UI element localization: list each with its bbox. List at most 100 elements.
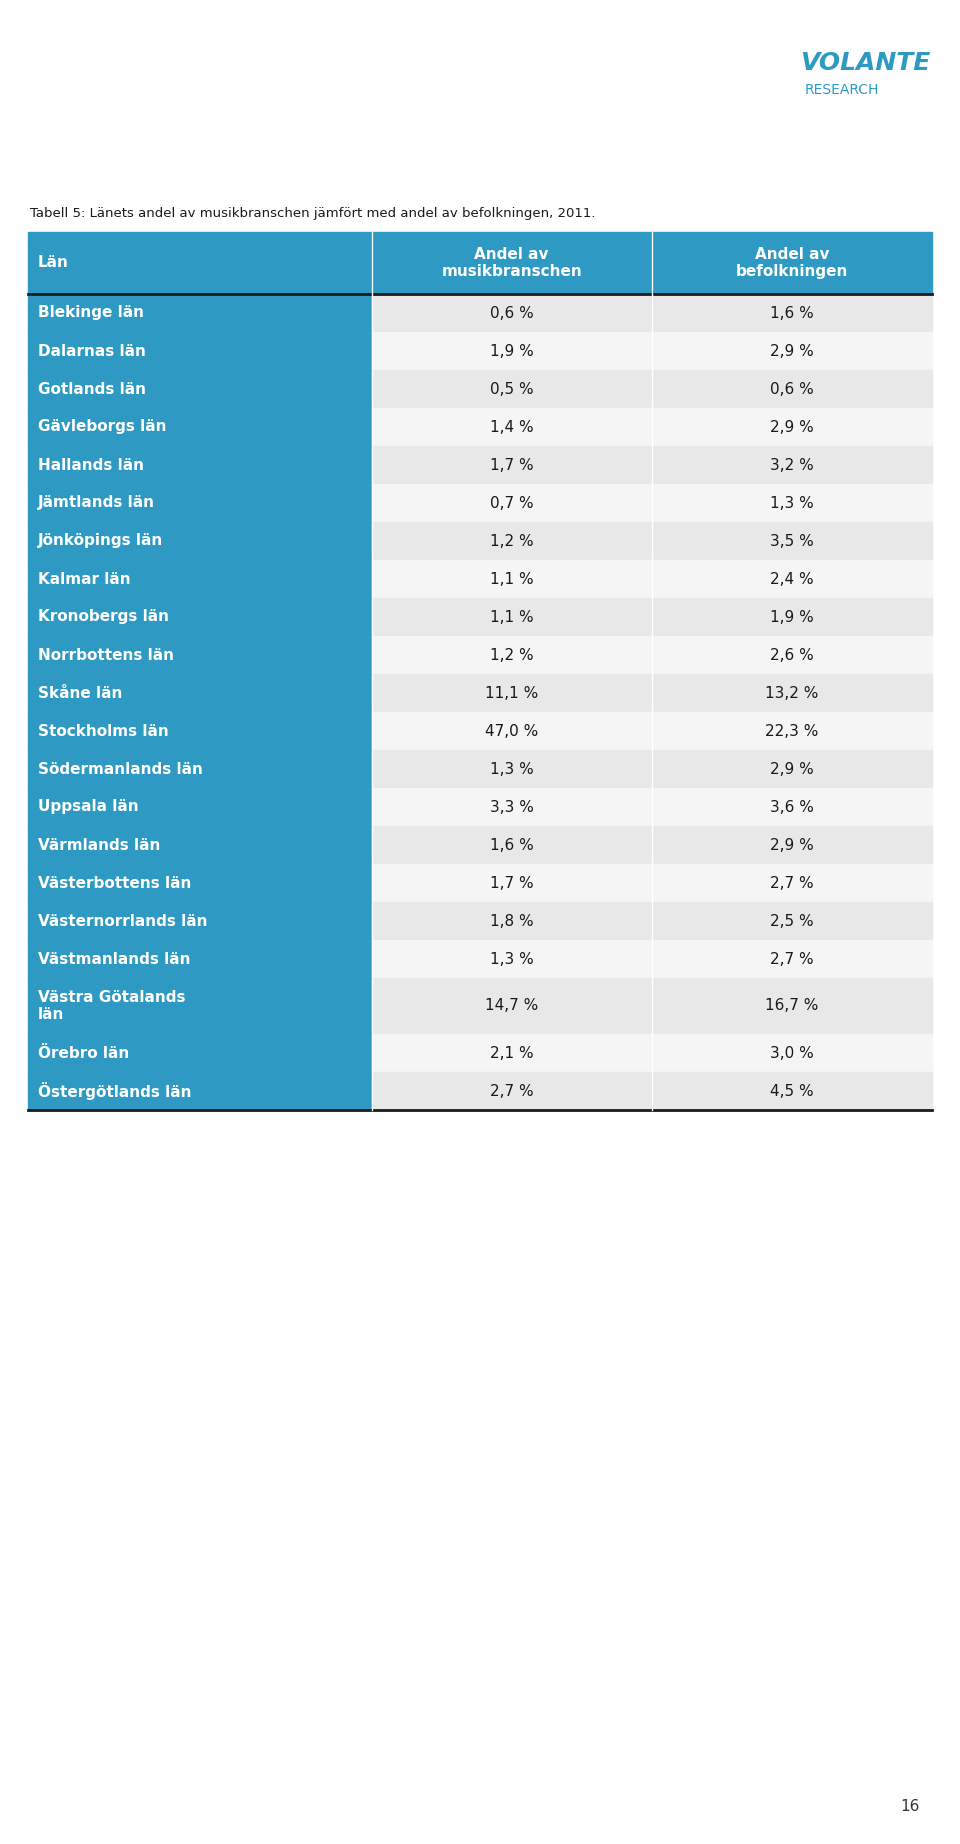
Text: Värmlands län: Värmlands län bbox=[38, 837, 160, 852]
Text: 2,5 %: 2,5 % bbox=[770, 913, 814, 929]
Bar bbox=[28, 371, 372, 408]
Text: Västmanlands län: Västmanlands län bbox=[38, 952, 190, 966]
Text: 1,2 %: 1,2 % bbox=[490, 647, 534, 662]
Text: 16,7 %: 16,7 % bbox=[765, 998, 819, 1014]
Bar bbox=[372, 940, 652, 977]
Text: 1,3 %: 1,3 % bbox=[770, 496, 814, 511]
Bar bbox=[28, 636, 372, 675]
Text: 1,4 %: 1,4 % bbox=[490, 419, 534, 435]
Text: 1,3 %: 1,3 % bbox=[490, 762, 534, 776]
Bar bbox=[372, 446, 652, 483]
Bar bbox=[28, 751, 372, 787]
Text: 3,6 %: 3,6 % bbox=[770, 800, 814, 815]
Text: Östergötlands län: Östergötlands län bbox=[38, 1082, 191, 1101]
Bar bbox=[372, 371, 652, 408]
Bar bbox=[652, 787, 932, 826]
Text: Kronobergs län: Kronobergs län bbox=[38, 610, 169, 625]
Text: 3,3 %: 3,3 % bbox=[490, 800, 534, 815]
Text: 2,6 %: 2,6 % bbox=[770, 647, 814, 662]
Text: 2,4 %: 2,4 % bbox=[770, 572, 814, 586]
Bar bbox=[28, 787, 372, 826]
Bar bbox=[652, 675, 932, 712]
Text: Tabell 5: Länets andel av musikbranschen jämfört med andel av befolkningen, 2011: Tabell 5: Länets andel av musikbranschen… bbox=[30, 207, 595, 219]
Text: Län: Län bbox=[38, 256, 69, 271]
Text: 0,6 %: 0,6 % bbox=[490, 306, 534, 321]
Bar bbox=[652, 940, 932, 977]
Bar bbox=[652, 561, 932, 597]
Bar bbox=[372, 865, 652, 902]
Text: Andel av
musikbranschen: Andel av musikbranschen bbox=[442, 247, 582, 278]
Bar bbox=[28, 522, 372, 561]
Text: 2,9 %: 2,9 % bbox=[770, 762, 814, 776]
Bar bbox=[28, 597, 372, 636]
Bar bbox=[652, 232, 932, 293]
Bar bbox=[372, 977, 652, 1034]
Text: Örebro län: Örebro län bbox=[38, 1046, 130, 1060]
Text: 1,7 %: 1,7 % bbox=[490, 457, 534, 472]
Text: 2,1 %: 2,1 % bbox=[490, 1046, 534, 1060]
Text: 2,7 %: 2,7 % bbox=[770, 952, 814, 966]
Text: Gotlands län: Gotlands län bbox=[38, 382, 146, 396]
Bar bbox=[652, 865, 932, 902]
Text: 16: 16 bbox=[900, 1800, 920, 1814]
Bar bbox=[652, 371, 932, 408]
Text: 0,7 %: 0,7 % bbox=[490, 496, 534, 511]
Bar bbox=[28, 232, 372, 293]
Text: Blekinge län: Blekinge län bbox=[38, 306, 144, 321]
Text: Uppsala län: Uppsala län bbox=[38, 800, 138, 815]
Text: 47,0 %: 47,0 % bbox=[485, 723, 539, 738]
Bar bbox=[652, 483, 932, 522]
Text: 1,7 %: 1,7 % bbox=[490, 876, 534, 891]
Text: Jönköpings län: Jönköpings län bbox=[38, 533, 163, 548]
Bar bbox=[28, 561, 372, 597]
Text: Norrbottens län: Norrbottens län bbox=[38, 647, 174, 662]
Text: 2,9 %: 2,9 % bbox=[770, 837, 814, 852]
Bar bbox=[28, 408, 372, 446]
Bar bbox=[372, 561, 652, 597]
Text: 1,9 %: 1,9 % bbox=[490, 343, 534, 358]
Bar bbox=[652, 636, 932, 675]
Bar bbox=[652, 332, 932, 371]
Text: 4,5 %: 4,5 % bbox=[770, 1084, 814, 1099]
Bar bbox=[372, 1034, 652, 1071]
Text: Andel av
befolkningen: Andel av befolkningen bbox=[735, 247, 848, 278]
Bar bbox=[652, 751, 932, 787]
Bar bbox=[28, 1071, 372, 1110]
Bar bbox=[372, 675, 652, 712]
Text: 11,1 %: 11,1 % bbox=[485, 686, 539, 701]
Bar bbox=[28, 902, 372, 940]
Bar bbox=[652, 446, 932, 483]
Bar bbox=[28, 865, 372, 902]
Bar bbox=[28, 675, 372, 712]
Bar bbox=[652, 977, 932, 1034]
Text: RESEARCH: RESEARCH bbox=[805, 83, 879, 98]
Text: 1,6 %: 1,6 % bbox=[770, 306, 814, 321]
Bar bbox=[372, 1071, 652, 1110]
Text: VOLANTE: VOLANTE bbox=[800, 52, 930, 76]
Text: Västernorrlands län: Västernorrlands län bbox=[38, 913, 207, 929]
Bar bbox=[372, 522, 652, 561]
Bar bbox=[652, 902, 932, 940]
Text: 3,0 %: 3,0 % bbox=[770, 1046, 814, 1060]
Bar bbox=[28, 483, 372, 522]
Text: Södermanlands län: Södermanlands län bbox=[38, 762, 203, 776]
Text: 2,7 %: 2,7 % bbox=[490, 1084, 534, 1099]
Bar bbox=[28, 446, 372, 483]
Bar bbox=[652, 522, 932, 561]
Text: 1,1 %: 1,1 % bbox=[490, 610, 534, 625]
Bar bbox=[372, 483, 652, 522]
Text: Stockholms län: Stockholms län bbox=[38, 723, 169, 738]
Text: 1,3 %: 1,3 % bbox=[490, 952, 534, 966]
Bar bbox=[372, 826, 652, 865]
Text: Kalmar län: Kalmar län bbox=[38, 572, 131, 586]
Text: 22,3 %: 22,3 % bbox=[765, 723, 819, 738]
Bar bbox=[372, 597, 652, 636]
Text: 2,9 %: 2,9 % bbox=[770, 419, 814, 435]
Text: 1,9 %: 1,9 % bbox=[770, 610, 814, 625]
Bar bbox=[372, 232, 652, 293]
Text: 1,1 %: 1,1 % bbox=[490, 572, 534, 586]
Text: Västerbottens län: Västerbottens län bbox=[38, 876, 191, 891]
Bar bbox=[372, 332, 652, 371]
Bar bbox=[372, 902, 652, 940]
Bar bbox=[28, 977, 372, 1034]
